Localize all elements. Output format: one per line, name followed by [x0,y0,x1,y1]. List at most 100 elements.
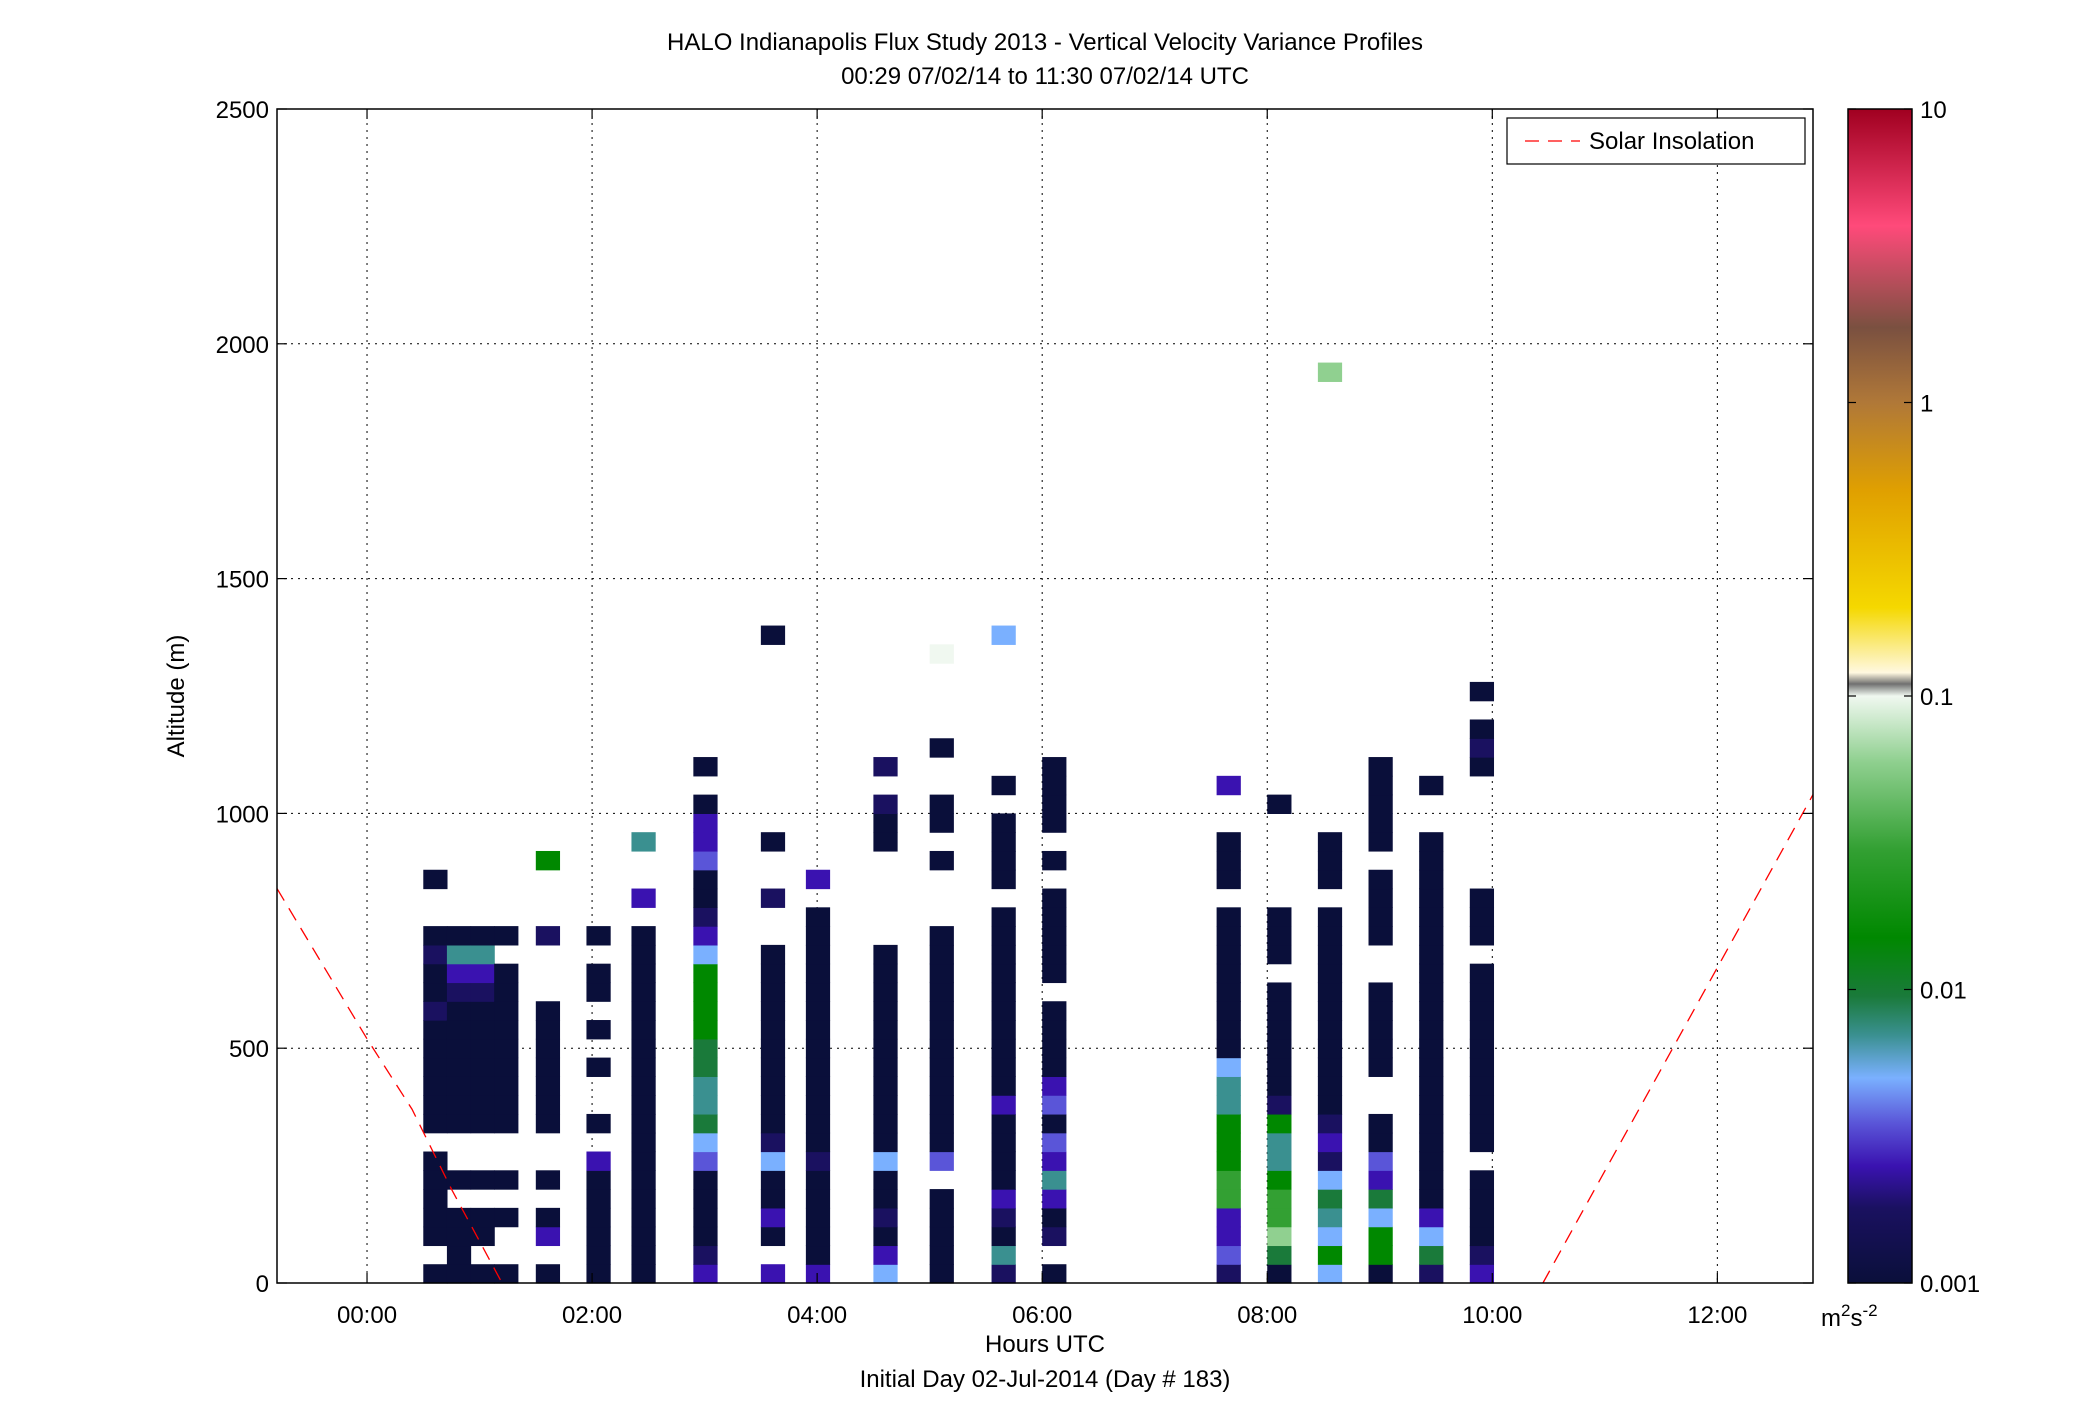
colorbar-unit-label: m2s-2 [1821,1301,1878,1332]
heatmap-cell [760,1132,786,1153]
heatmap-cell [1469,1245,1495,1265]
y-tick-label: 2000 [216,332,269,359]
heatmap-cell [1317,907,1343,927]
heatmap-cell [470,1057,495,1077]
heatmap-cell [423,1170,448,1190]
heatmap-cell [760,1189,786,1209]
heatmap-cell [631,1076,656,1096]
heatmap-cell [1216,1113,1241,1134]
heatmap-cell [1317,1189,1343,1209]
heatmap-cell [1469,1113,1495,1134]
heatmap-cell [631,1226,656,1247]
heatmap-cell [991,1020,1016,1040]
heatmap-cell [760,1001,786,1021]
heatmap-cell [1419,944,1444,965]
heatmap-cell [760,1095,786,1115]
heatmap-cell [873,832,898,852]
legend: Solar Insolation [1506,117,1806,165]
heatmap-cell [1317,944,1343,965]
heatmap-cell [1042,1020,1067,1040]
y-tick-label: 0 [256,1271,269,1298]
heatmap-cell [1216,775,1241,796]
heatmap-cell [1419,832,1444,852]
heatmap-cell [494,1038,519,1059]
heatmap-cell [1419,775,1444,796]
heatmap-cell [1469,738,1495,758]
heatmap-cell [693,1076,718,1096]
heatmap-cell [693,1264,718,1284]
heatmap-cell [929,1113,954,1134]
heatmap-cell [446,944,472,965]
heatmap-cell [873,813,898,833]
heatmap-cell [805,1132,831,1153]
heatmap-cell [1267,1132,1292,1153]
heatmap-cell [586,982,611,1002]
heatmap-cell [929,1189,954,1209]
x-tick-label: 08:00 [1237,1302,1297,1329]
heatmap-cell [1317,362,1343,382]
heatmap-cell [693,1189,718,1209]
colorbar-tick-label: 0.01 [1920,978,1967,1005]
heatmap-cell [873,982,898,1002]
heatmap-cell [693,832,718,852]
heatmap-cell [991,625,1016,645]
heatmap-cell [1368,832,1393,852]
heatmap-cell [991,1170,1016,1190]
heatmap-cell [535,850,561,871]
heatmap-cell [494,1076,519,1096]
heatmap-cell [423,1226,448,1247]
heatmap-cells [423,362,1495,1284]
x-tick-label: 10:00 [1462,1302,1522,1329]
heatmap-cell [1216,1170,1241,1190]
heatmap-cell [929,738,954,758]
heatmap-cell [1267,1020,1292,1040]
x-tick-label: 04:00 [787,1302,847,1329]
heatmap-cell [1267,1264,1292,1284]
heatmap-cell [805,1170,831,1190]
heatmap-cell [631,1132,656,1153]
heatmap-cell [1317,926,1343,946]
heatmap-cell [1216,1226,1241,1247]
heatmap-cell [1216,869,1241,890]
heatmap-cell [1267,1113,1292,1134]
heatmap-cell [805,982,831,1002]
heatmap-cell [423,1095,448,1115]
heatmap-cell [991,1264,1016,1284]
heatmap-cell [760,944,786,965]
heatmap-cell [631,832,656,852]
colorbar: 0.001 0.01 0.1 1 10 m2s-2 [1821,97,1980,1332]
heatmap-cell [535,1057,561,1077]
heatmap-cell [1469,1189,1495,1209]
heatmap-cell [1368,1207,1393,1228]
heatmap-cell [1368,1170,1393,1190]
heatmap-cell [1267,926,1292,946]
y-tick-label: 1000 [216,801,269,828]
colorbar-tick-label: 10 [1920,97,1947,124]
heatmap-cell [423,1057,448,1077]
heatmap-cell [805,1113,831,1134]
heatmap-cell [1368,1245,1393,1265]
heatmap-cell [586,1020,611,1040]
heatmap-cell [805,1151,831,1171]
heatmap-cell [631,963,656,984]
heatmap-cell [805,963,831,984]
heatmap-cell [470,1095,495,1115]
heatmap-cell [760,1076,786,1096]
heatmap-cell [1042,1076,1067,1096]
heatmap-cell [470,1001,495,1021]
heatmap-cell [1317,850,1343,871]
heatmap-cell [631,1245,656,1265]
heatmap-cell [1317,1001,1343,1021]
heatmap-cell [586,1189,611,1209]
solar-insolation-line [1542,794,1814,1284]
heatmap-cell [929,850,954,871]
heatmap-cell [1419,888,1444,908]
heatmap-cell [991,1001,1016,1021]
heatmap-cell [1042,813,1067,833]
heatmap-cell [423,1113,448,1134]
heatmap-cell [470,1226,495,1247]
y-tick-label: 1500 [216,567,269,594]
heatmap-cell [873,1226,898,1247]
heatmap-cell [1469,1020,1495,1040]
heatmap-cell [1216,1189,1241,1209]
